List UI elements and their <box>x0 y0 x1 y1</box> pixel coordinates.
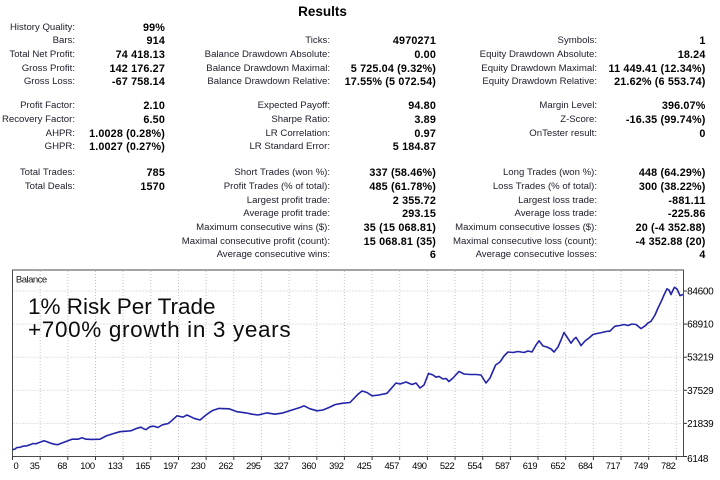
svg-text:652: 652 <box>550 460 565 471</box>
svg-text:0: 0 <box>14 460 19 471</box>
svg-text:327: 327 <box>274 460 289 471</box>
svg-text:197: 197 <box>163 460 178 471</box>
svg-text:749: 749 <box>633 460 648 471</box>
svg-text:522: 522 <box>440 460 455 471</box>
svg-text:68910: 68910 <box>687 320 714 331</box>
svg-text:230: 230 <box>191 460 206 471</box>
svg-text:Balance: Balance <box>16 275 47 286</box>
svg-text:262: 262 <box>219 460 234 471</box>
svg-text:457: 457 <box>384 460 399 471</box>
svg-text:295: 295 <box>246 460 261 471</box>
svg-text:587: 587 <box>495 460 510 471</box>
svg-text:37529: 37529 <box>687 386 714 397</box>
svg-text:619: 619 <box>523 460 538 471</box>
svg-text:165: 165 <box>136 460 151 471</box>
svg-text:554: 554 <box>467 460 482 471</box>
svg-text:684: 684 <box>578 460 593 471</box>
svg-text:360: 360 <box>302 460 317 471</box>
svg-text:35: 35 <box>30 460 40 471</box>
svg-text:6148: 6148 <box>687 454 709 465</box>
svg-text:425: 425 <box>357 460 372 471</box>
svg-text:84600: 84600 <box>687 287 714 298</box>
svg-text:782: 782 <box>661 460 676 471</box>
svg-text:100: 100 <box>80 460 95 471</box>
svg-text:490: 490 <box>412 460 427 471</box>
svg-text:68: 68 <box>57 460 67 471</box>
svg-text:53219: 53219 <box>687 353 714 364</box>
svg-text:21839: 21839 <box>687 419 714 430</box>
svg-text:392: 392 <box>329 460 344 471</box>
svg-text:133: 133 <box>108 460 123 471</box>
svg-text:717: 717 <box>606 460 621 471</box>
